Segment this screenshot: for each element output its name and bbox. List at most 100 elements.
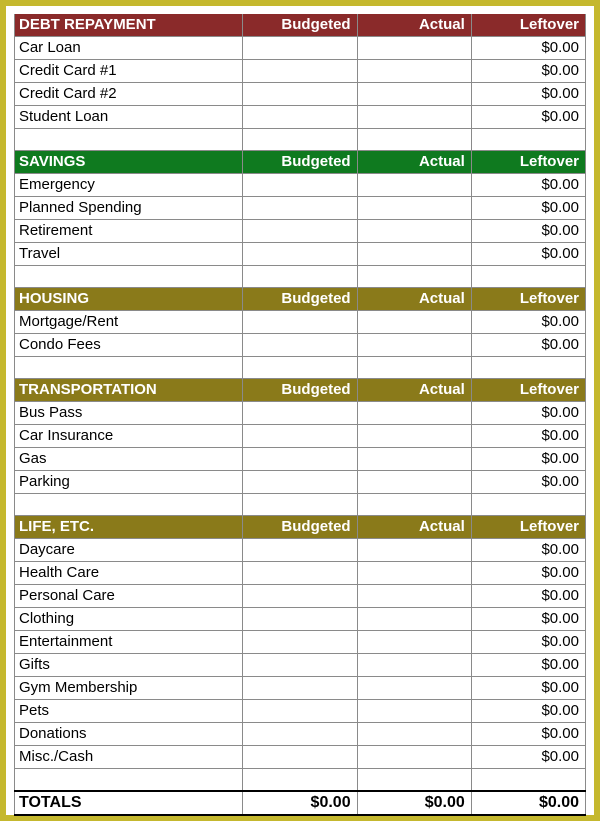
cell-actual[interactable]: [357, 37, 471, 60]
cell-actual[interactable]: [357, 106, 471, 129]
cell-budgeted[interactable]: [243, 631, 357, 654]
spacer-cell: [15, 266, 243, 288]
cell-actual[interactable]: [357, 539, 471, 562]
row-label: Parking: [15, 471, 243, 494]
cell-budgeted[interactable]: [243, 539, 357, 562]
cell-budgeted[interactable]: [243, 220, 357, 243]
cell-budgeted[interactable]: [243, 334, 357, 357]
section-title: LIFE, ETC.: [15, 516, 243, 539]
section-title: SAVINGS: [15, 151, 243, 174]
col-budgeted-header: Budgeted: [243, 14, 357, 37]
cell-actual[interactable]: [357, 608, 471, 631]
cell-actual[interactable]: [357, 243, 471, 266]
row-label: Bus Pass: [15, 402, 243, 425]
cell-leftover: $0.00: [471, 746, 585, 769]
cell-actual[interactable]: [357, 746, 471, 769]
row-label: Daycare: [15, 539, 243, 562]
cell-budgeted[interactable]: [243, 60, 357, 83]
cell-budgeted[interactable]: [243, 402, 357, 425]
cell-actual[interactable]: [357, 425, 471, 448]
table-row: Student Loan$0.00: [15, 106, 586, 129]
cell-actual[interactable]: [357, 448, 471, 471]
cell-budgeted[interactable]: [243, 746, 357, 769]
row-label: Gas: [15, 448, 243, 471]
cell-budgeted[interactable]: [243, 585, 357, 608]
spacer-cell: [243, 494, 357, 516]
cell-budgeted[interactable]: [243, 106, 357, 129]
cell-budgeted[interactable]: [243, 83, 357, 106]
cell-actual[interactable]: [357, 334, 471, 357]
table-row: Donations$0.00: [15, 723, 586, 746]
cell-budgeted[interactable]: [243, 197, 357, 220]
cell-leftover: $0.00: [471, 631, 585, 654]
cell-budgeted[interactable]: [243, 243, 357, 266]
cell-leftover: $0.00: [471, 562, 585, 585]
cell-actual[interactable]: [357, 220, 471, 243]
col-budgeted-header: Budgeted: [243, 516, 357, 539]
cell-leftover: $0.00: [471, 425, 585, 448]
cell-actual[interactable]: [357, 562, 471, 585]
cell-leftover: $0.00: [471, 174, 585, 197]
row-label: Entertainment: [15, 631, 243, 654]
spacer-cell: [243, 769, 357, 791]
col-budgeted-header: Budgeted: [243, 379, 357, 402]
cell-actual[interactable]: [357, 700, 471, 723]
cell-leftover: $0.00: [471, 402, 585, 425]
row-label: Credit Card #2: [15, 83, 243, 106]
cell-leftover: $0.00: [471, 585, 585, 608]
cell-actual[interactable]: [357, 174, 471, 197]
spacer-cell: [471, 769, 585, 791]
spacer-cell: [15, 129, 243, 151]
cell-budgeted[interactable]: [243, 471, 357, 494]
budget-table: DEBT REPAYMENTBudgetedActualLeftoverCar …: [14, 14, 586, 816]
cell-budgeted[interactable]: [243, 311, 357, 334]
col-actual-header: Actual: [357, 379, 471, 402]
cell-budgeted[interactable]: [243, 448, 357, 471]
spacer-row: [15, 494, 586, 516]
cell-budgeted[interactable]: [243, 608, 357, 631]
cell-budgeted[interactable]: [243, 654, 357, 677]
cell-leftover: $0.00: [471, 220, 585, 243]
row-label: Retirement: [15, 220, 243, 243]
cell-budgeted[interactable]: [243, 562, 357, 585]
spacer-row: [15, 357, 586, 379]
cell-actual[interactable]: [357, 402, 471, 425]
cell-actual[interactable]: [357, 631, 471, 654]
cell-actual[interactable]: [357, 585, 471, 608]
cell-budgeted[interactable]: [243, 37, 357, 60]
cell-leftover: $0.00: [471, 83, 585, 106]
cell-actual[interactable]: [357, 677, 471, 700]
cell-actual[interactable]: [357, 723, 471, 746]
table-row: Mortgage/Rent$0.00: [15, 311, 586, 334]
cell-actual[interactable]: [357, 654, 471, 677]
table-row: Planned Spending$0.00: [15, 197, 586, 220]
spacer-row: [15, 266, 586, 288]
cell-actual[interactable]: [357, 471, 471, 494]
spacer-cell: [357, 494, 471, 516]
cell-budgeted[interactable]: [243, 425, 357, 448]
spacer-cell: [15, 769, 243, 791]
cell-budgeted[interactable]: [243, 723, 357, 746]
cell-budgeted[interactable]: [243, 677, 357, 700]
col-leftover-header: Leftover: [471, 151, 585, 174]
cell-leftover: $0.00: [471, 677, 585, 700]
table-row: Parking$0.00: [15, 471, 586, 494]
cell-leftover: $0.00: [471, 311, 585, 334]
table-row: Gym Membership$0.00: [15, 677, 586, 700]
cell-budgeted[interactable]: [243, 700, 357, 723]
spacer-cell: [357, 357, 471, 379]
row-label: Travel: [15, 243, 243, 266]
col-budgeted-header: Budgeted: [243, 288, 357, 311]
spacer-cell: [243, 357, 357, 379]
cell-actual[interactable]: [357, 311, 471, 334]
cell-actual[interactable]: [357, 197, 471, 220]
cell-leftover: $0.00: [471, 243, 585, 266]
table-row: Car Insurance$0.00: [15, 425, 586, 448]
cell-actual[interactable]: [357, 60, 471, 83]
row-label: Student Loan: [15, 106, 243, 129]
cell-actual[interactable]: [357, 83, 471, 106]
cell-budgeted[interactable]: [243, 174, 357, 197]
cell-leftover: $0.00: [471, 197, 585, 220]
section-header-transport: TRANSPORTATIONBudgetedActualLeftover: [15, 379, 586, 402]
row-label: Car Loan: [15, 37, 243, 60]
